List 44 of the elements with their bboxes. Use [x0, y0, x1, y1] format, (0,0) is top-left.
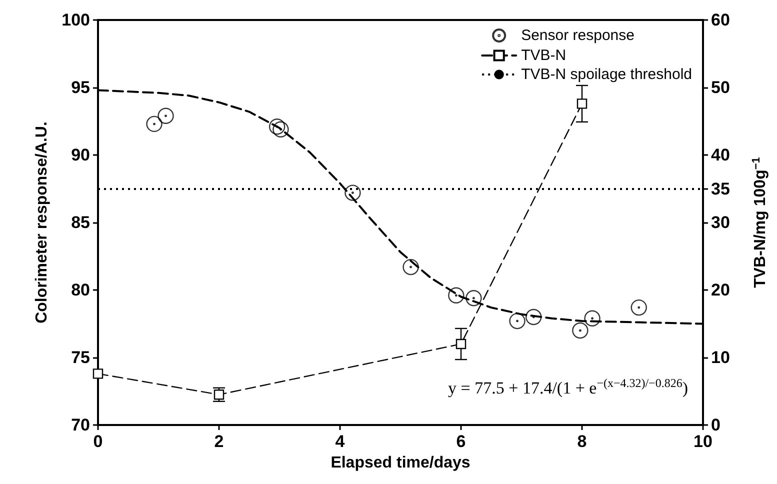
y2-tick-label: 20: [711, 280, 730, 300]
y-tick-label: 70: [71, 416, 90, 434]
y-tick-label: 100: [62, 10, 90, 30]
y2-tick-label: 40: [711, 146, 730, 164]
x-tick-label: 4: [335, 432, 346, 451]
x-tick-label: 8: [577, 432, 587, 451]
point: [509, 312, 526, 330]
point: [456, 338, 466, 350]
point: [214, 390, 224, 400]
legend-label: TVB-N spoilage threshold: [521, 66, 692, 83]
x-tick-label: 6: [456, 432, 466, 451]
y2-tick-label: 0: [711, 416, 720, 434]
x-axis-title: Elapsed time/days: [330, 454, 470, 472]
y2-tick-label: 35: [711, 179, 730, 198]
point: [272, 121, 289, 138]
point: [466, 290, 482, 306]
y-tick-label: 75: [71, 348, 90, 367]
y-tick-label: 85: [71, 213, 90, 232]
point: [576, 98, 588, 109]
x-tick-label: 2: [214, 432, 224, 451]
y-tick-label: 95: [71, 78, 90, 97]
y2-tick-label: 50: [711, 78, 730, 97]
y2-tick-label: 30: [711, 213, 730, 232]
point: [448, 287, 464, 304]
point: [526, 308, 542, 326]
point: [92, 368, 104, 379]
point: [158, 108, 174, 124]
x-tick-label: 0: [93, 432, 103, 451]
y-axis-title: Colorimeter response/A.U.: [34, 122, 50, 324]
y2-axis-title: TVB-N/mg 100g−1: [750, 157, 769, 288]
point: [630, 299, 647, 316]
legend-label: TVB-N: [521, 47, 566, 64]
point: [402, 258, 419, 276]
point: [572, 322, 588, 339]
y2-tick-label: 60: [711, 10, 730, 30]
point: [146, 116, 162, 132]
y2-tick-label: 10: [711, 348, 730, 367]
y-tick-label: 80: [71, 280, 90, 300]
x-tick-label: 10: [694, 432, 712, 451]
point: [584, 310, 600, 326]
point: [344, 184, 361, 201]
legend-label: Sensor response: [521, 27, 634, 44]
y-tick-label: 90: [71, 146, 90, 164]
point: [268, 118, 286, 135]
